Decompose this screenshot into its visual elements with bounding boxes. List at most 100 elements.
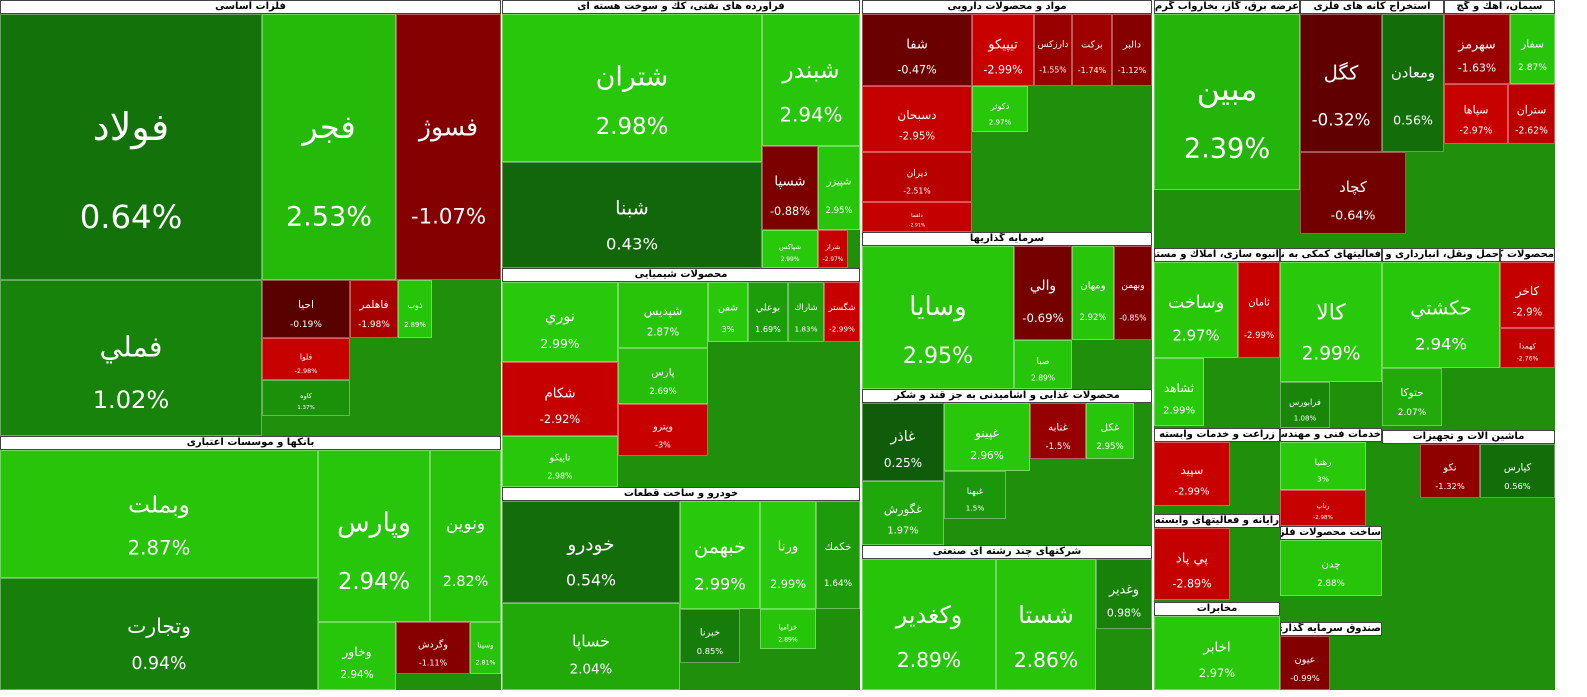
stock-tile: وسايا 2.95% (862, 246, 1014, 389)
sector-group: مخابرات اخابر 2.97% (1154, 602, 1280, 690)
stock-name: فسوژ (418, 112, 479, 142)
stock-name: دلقما (911, 212, 923, 219)
stock-tile: احيا -0.19% (262, 280, 350, 338)
stock-tile: كاوه 1.37% (262, 380, 350, 416)
stock-tile: وپارس 2.94% (318, 450, 430, 622)
stock-tile: ثامان -2.99% (1238, 262, 1280, 358)
stock-name: شاراك (794, 303, 818, 314)
stock-change: 2.94% (1414, 334, 1468, 354)
stock-name: حكشتي (1410, 296, 1472, 320)
stock-name: غكل (1100, 422, 1120, 434)
stock-change: -1.55% (1039, 65, 1067, 75)
stock-tile: وبهمن -0.85% (1114, 246, 1152, 340)
stock-tile: وغدير 0.98% (1096, 559, 1152, 629)
sector-group: عرضه برق، گاز، بخاروآب گرم مبين 2.39% (1154, 0, 1300, 248)
stock-tile: شراز -2.97% (818, 230, 848, 268)
stock-tile: دارزكس -1.55% (1034, 14, 1072, 86)
stock-change: 2.53% (285, 201, 373, 233)
sector-header: سرمایه گذاریها (862, 232, 1152, 246)
stock-change: 2.99% (770, 577, 806, 592)
stock-name: تيپيكو (988, 37, 1018, 53)
stock-change: -2.99% (1174, 486, 1210, 498)
stock-tile: شستا 2.86% (996, 559, 1096, 690)
stock-name: بوعلي (755, 302, 781, 314)
stock-change: -2.97% (1459, 125, 1493, 137)
stock-name: شپاكس (778, 242, 802, 251)
stock-name: كگل (1323, 61, 1359, 85)
stock-tile: شسپا -0.88% (762, 146, 818, 230)
stock-tile: وساخت 2.97% (1154, 262, 1238, 358)
stock-name: اخابر (1203, 640, 1231, 656)
stock-tile: شبندر 2.94% (762, 14, 860, 146)
stock-tile: شفن 3% (708, 282, 748, 342)
stock-tile: خبرنا 0.85% (680, 609, 740, 663)
stock-change: 0.94% (131, 654, 187, 675)
stock-change: -2.97% (822, 256, 844, 263)
stock-name: شتران (595, 61, 669, 93)
stock-change: 0.98% (1106, 606, 1142, 620)
stock-tile: شبنا 0.43% (502, 162, 762, 268)
stock-change: -2.99% (829, 324, 855, 334)
stock-change: 3% (721, 323, 735, 334)
stock-name: فرابورس (1289, 397, 1321, 408)
stock-name: شبندر (782, 56, 840, 85)
sector-group: خدمات فنی و مهندسی رهنيا 3% رتاپ -2.98% (1280, 428, 1382, 526)
stock-name: وپترو (653, 421, 673, 433)
stock-change: 2.92% (1079, 313, 1107, 324)
stock-tile: ورنا 2.99% (760, 501, 816, 609)
stock-tile: ثشاهد 2.99% (1154, 358, 1204, 426)
stock-name: غاذر (890, 428, 916, 445)
stock-tile: اخابر 2.97% (1154, 616, 1280, 690)
stock-name: فملي (99, 330, 163, 364)
sector-group: حمل ونقل، انبارداری و ارتباطات حكشتي 2.94%… (1382, 248, 1500, 430)
stock-name: دسبحان (897, 107, 937, 122)
sector-header: محصولات شیمیایی (502, 268, 860, 282)
stock-tile: فولاد 0.64% (0, 14, 262, 280)
stock-tile: فسوژ -1.07% (396, 14, 501, 280)
stock-change: 1.64% (823, 579, 853, 590)
sector-group: رایانه و فعالیتهای وابسته به آن پي پاد -2.… (1154, 514, 1280, 602)
stock-tile: وخاور 2.94% (318, 622, 396, 690)
stock-name: كچاد (1339, 178, 1367, 197)
stock-tile: شتران 2.98% (502, 14, 762, 162)
stock-name: عيون (1294, 654, 1316, 666)
stock-name: وكغدير (895, 601, 963, 630)
stock-tile: شاراك 1.83% (788, 282, 824, 342)
stock-tile: غاذر 0.25% (862, 403, 944, 481)
stock-change: 3% (1317, 474, 1329, 484)
stock-name: بركت (1081, 39, 1103, 51)
stock-name: سپيد (1180, 462, 1204, 477)
stock-change: 0.64% (79, 198, 183, 237)
stock-name: والي (1029, 278, 1057, 295)
sector-group: مواد و محصولات دارویی شفا -0.47% تيپيكو -2.9… (862, 0, 1152, 232)
stock-tile: صبا 2.89% (1014, 340, 1072, 389)
stock-name: پارس (651, 367, 675, 379)
stock-tile: غكل 2.95% (1086, 403, 1134, 459)
sector-header: رایانه و فعالیتهای وابسته به آن (1154, 514, 1280, 528)
sector-group: فعالیتهای کمکی به نهادهای مالی واسط كالا 2… (1280, 248, 1382, 428)
stock-tile: وپترو -3% (618, 404, 708, 456)
stock-change: -2.92% (539, 412, 581, 427)
stock-change: 1.69% (755, 323, 781, 334)
stock-name: شسپا (774, 174, 806, 190)
stock-change: -1.12% (1117, 64, 1147, 75)
stock-change: 0.56% (1393, 112, 1433, 128)
stock-tile: كالا 2.99% (1280, 262, 1382, 382)
stock-tile: وبملت 2.87% (0, 450, 318, 578)
sector-header: ساخت محصولات فلزی (1280, 526, 1382, 540)
stock-change: 0.56% (1504, 481, 1531, 492)
stock-name: شراز (825, 242, 841, 251)
stock-name: احيا (298, 299, 314, 312)
stock-tile: خزاميا 2.89% (760, 609, 816, 649)
stock-change: 2.99% (1162, 405, 1196, 417)
sector-group: انبوه سازی، املاك و مستغلات وساخت 2.97% ثام… (1154, 248, 1280, 428)
stock-tile: بوعلي 1.69% (748, 282, 788, 342)
stock-tile: حكشتي 2.94% (1382, 262, 1500, 368)
stock-name: غپينو (974, 425, 1000, 440)
stock-change: 2.99% (694, 574, 746, 594)
stock-change: 1.5% (965, 503, 985, 513)
stock-name: حتوكا (1400, 387, 1424, 400)
stock-name: ذوب (407, 300, 423, 311)
sector-header: ماشین آلات و تجهیزات (1382, 430, 1555, 444)
stock-tile: رتاپ -2.98% (1280, 490, 1366, 526)
